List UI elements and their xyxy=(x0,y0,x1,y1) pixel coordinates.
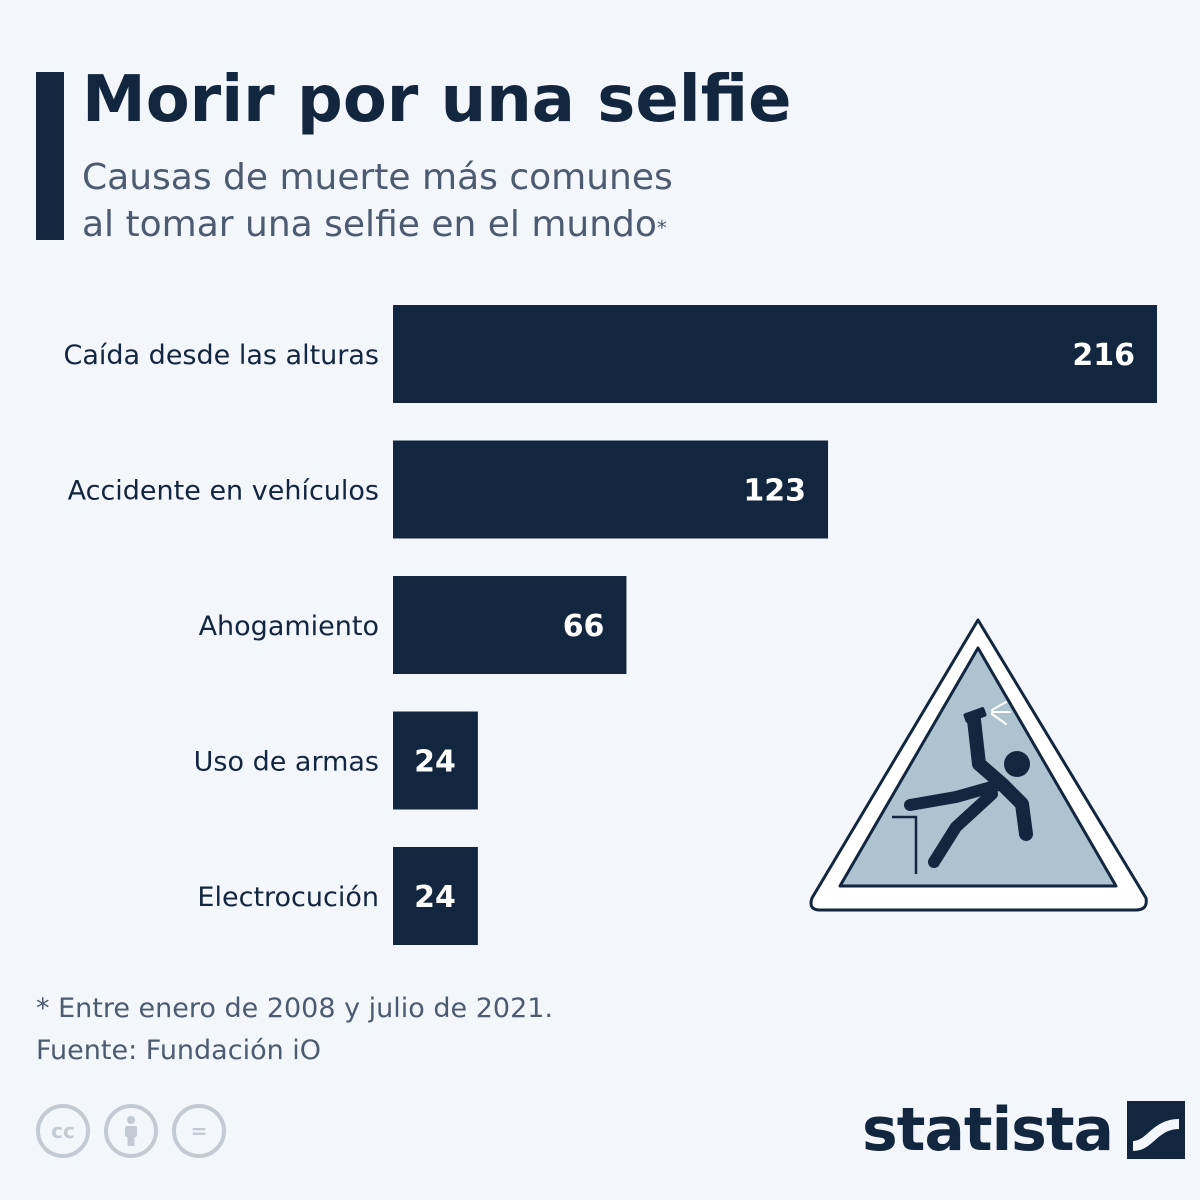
subtitle-line-2: al tomar una selfie en el mundo xyxy=(82,204,657,245)
category-label-1: Accidente en vehículos xyxy=(68,476,379,507)
footnote: * Entre enero de 2008 y julio de 2021. Fu… xyxy=(36,988,553,1072)
no-derivatives-icon: = xyxy=(172,1104,226,1158)
title-accent-bar xyxy=(36,72,64,240)
category-label-3: Uso de armas xyxy=(194,747,379,778)
value-label-2: 66 xyxy=(563,609,605,644)
value-label-0: 216 xyxy=(1072,338,1135,373)
category-label-0: Caída desde las alturas xyxy=(64,340,379,371)
value-label-1: 123 xyxy=(743,474,806,509)
bar-0 xyxy=(393,305,1157,403)
license-icons: cc = xyxy=(36,1104,226,1158)
bar-2 xyxy=(393,576,627,674)
bar-4 xyxy=(393,847,478,945)
footnote-source: Fuente: Fundación iO xyxy=(36,1035,322,1066)
category-label-2: Ahogamiento xyxy=(199,611,379,642)
value-label-4: 24 xyxy=(414,880,456,915)
statista-logo[interactable]: statista xyxy=(862,1094,1186,1166)
attribution-icon xyxy=(104,1104,158,1158)
bar-1 xyxy=(393,440,829,539)
cc-icon: cc xyxy=(36,1104,90,1158)
falling-person-warning-icon xyxy=(809,618,1148,912)
footnote-note: * Entre enero de 2008 y julio de 2021. xyxy=(36,993,554,1024)
statista-logo-icon xyxy=(1127,1101,1186,1159)
value-label-3: 24 xyxy=(414,745,456,780)
subtitle-line-1: Causas de muerte más comunes xyxy=(82,157,673,198)
category-label-4: Electrocución xyxy=(197,882,379,913)
page-subtitle: Causas de muerte más comunes al tomar una… xyxy=(82,154,782,248)
page-title: Morir por una selfie xyxy=(82,63,792,137)
bar-3 xyxy=(393,711,478,810)
statista-wordmark: statista xyxy=(862,1095,1114,1165)
subtitle-footnote-marker: * xyxy=(656,216,667,240)
